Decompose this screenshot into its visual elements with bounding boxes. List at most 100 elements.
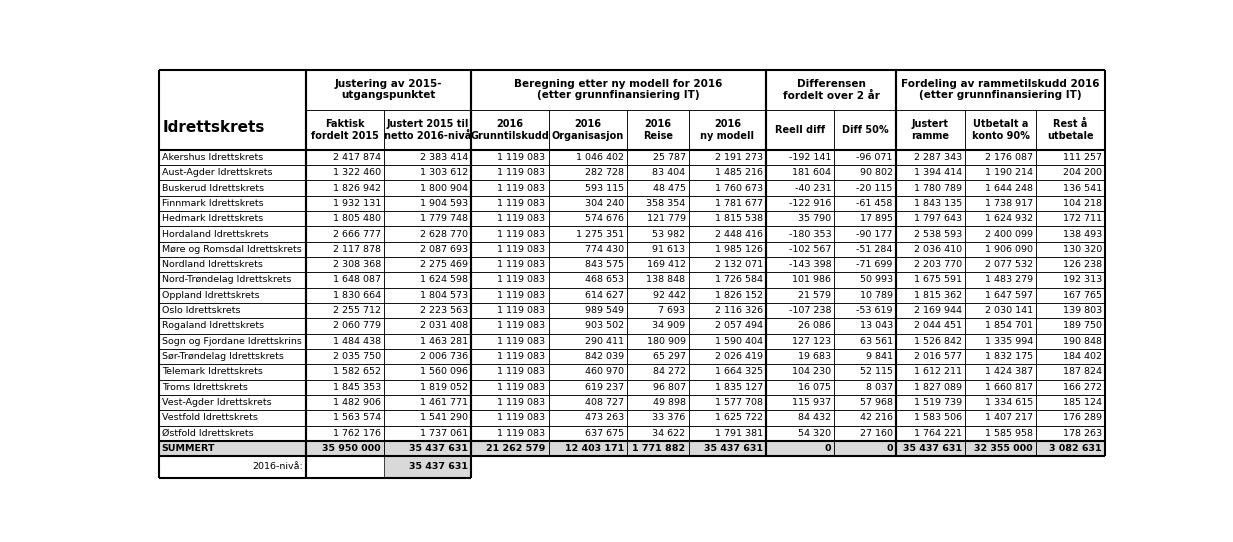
Text: 2 030 141: 2 030 141 (985, 306, 1033, 315)
Text: 115 937: 115 937 (792, 398, 831, 407)
Bar (549, 196, 628, 211)
Text: 1 647 597: 1 647 597 (985, 291, 1033, 300)
Text: 1 644 248: 1 644 248 (985, 184, 1033, 192)
Bar (689, 196, 766, 211)
Bar (628, 441, 689, 456)
Bar (896, 379, 965, 395)
Text: Nord-Trøndelag Idrettskrets: Nord-Trøndelag Idrettskrets (162, 275, 291, 285)
Bar (159, 441, 306, 456)
Text: 468 653: 468 653 (584, 275, 624, 285)
Bar (549, 227, 628, 242)
Bar (159, 180, 306, 196)
Text: 989 549: 989 549 (586, 306, 624, 315)
Text: 1 463 281: 1 463 281 (419, 337, 469, 346)
Bar (628, 318, 689, 334)
Bar (1036, 410, 1105, 425)
Bar (159, 272, 306, 288)
Text: 1 526 842: 1 526 842 (914, 337, 962, 346)
Text: 1 780 789: 1 780 789 (914, 184, 962, 192)
Bar (471, 425, 549, 441)
Bar (1036, 303, 1105, 318)
Text: Beregning etter ny modell for 2016
(etter grunnfinansiering IT): Beregning etter ny modell for 2016 (ette… (514, 79, 723, 100)
Bar (471, 165, 549, 180)
Text: 2 191 273: 2 191 273 (715, 153, 763, 162)
Bar (835, 196, 896, 211)
Bar (689, 288, 766, 303)
Bar (471, 272, 549, 288)
Bar (766, 257, 835, 272)
Text: 1 797 643: 1 797 643 (914, 214, 962, 223)
Bar (1036, 441, 1105, 456)
Bar (1036, 180, 1105, 196)
Bar (383, 456, 471, 478)
Text: 1 664 325: 1 664 325 (715, 367, 763, 377)
Text: 1 119 083: 1 119 083 (497, 321, 545, 331)
Text: Nordland Idrettskrets: Nordland Idrettskrets (162, 260, 263, 269)
Text: 593 115: 593 115 (584, 184, 624, 192)
Bar (1036, 318, 1105, 334)
Bar (896, 180, 965, 196)
Text: 104 218: 104 218 (1063, 199, 1102, 208)
Bar (965, 180, 1036, 196)
Text: 1 832 175: 1 832 175 (985, 352, 1033, 361)
Bar (896, 425, 965, 441)
Text: 1 119 083: 1 119 083 (497, 398, 545, 407)
Bar (965, 364, 1036, 379)
Bar (689, 349, 766, 364)
Text: 1 827 089: 1 827 089 (914, 383, 962, 392)
Text: 1 046 402: 1 046 402 (576, 153, 624, 162)
Bar (689, 364, 766, 379)
Bar (835, 165, 896, 180)
Text: 2 031 408: 2 031 408 (419, 321, 469, 331)
Text: 189 750: 189 750 (1063, 321, 1102, 331)
Bar (306, 425, 383, 441)
Text: 104 230: 104 230 (792, 367, 831, 377)
Text: 1 815 538: 1 815 538 (715, 214, 763, 223)
Bar (965, 288, 1036, 303)
Text: 637 675: 637 675 (584, 429, 624, 438)
Bar (628, 165, 689, 180)
Text: Reell diff: Reell diff (776, 125, 825, 135)
Bar (549, 211, 628, 227)
Text: Vest-Agder Idrettskrets: Vest-Agder Idrettskrets (162, 398, 271, 407)
Text: 21 262 579: 21 262 579 (486, 444, 545, 453)
Text: Rogaland Idrettskrets: Rogaland Idrettskrets (162, 321, 264, 331)
Text: 2 287 343: 2 287 343 (914, 153, 962, 162)
Text: 2 016 577: 2 016 577 (914, 352, 962, 361)
Text: 101 986: 101 986 (793, 275, 831, 285)
Bar (689, 242, 766, 257)
Bar (1036, 395, 1105, 410)
Text: 1 582 652: 1 582 652 (333, 367, 381, 377)
Text: 1 119 083: 1 119 083 (497, 260, 545, 269)
Text: 2016-nivå:: 2016-nivå: (253, 462, 303, 472)
Bar (1036, 165, 1105, 180)
Text: 2016
Grunntilskudd: 2016 Grunntilskudd (471, 119, 549, 140)
Text: 35 950 000: 35 950 000 (322, 444, 381, 453)
Text: 304 240: 304 240 (584, 199, 624, 208)
Bar (628, 196, 689, 211)
Text: 34 909: 34 909 (652, 321, 686, 331)
Bar (383, 109, 471, 150)
Text: 65 297: 65 297 (652, 352, 686, 361)
Text: 2016
ny modell: 2016 ny modell (700, 119, 755, 140)
Text: 1 771 882: 1 771 882 (633, 444, 686, 453)
Text: Faktisk
fordelt 2015: Faktisk fordelt 2015 (311, 119, 379, 140)
Bar (689, 395, 766, 410)
Text: 2 057 494: 2 057 494 (715, 321, 763, 331)
Text: 7 693: 7 693 (658, 306, 686, 315)
Text: 35 437 631: 35 437 631 (903, 444, 962, 453)
Bar (965, 379, 1036, 395)
Text: -53 619: -53 619 (857, 306, 893, 315)
Text: 136 541: 136 541 (1063, 184, 1102, 192)
Bar (471, 242, 549, 257)
Text: 2 169 944: 2 169 944 (914, 306, 962, 315)
Bar (766, 242, 835, 257)
Text: -192 141: -192 141 (789, 153, 831, 162)
Bar (1036, 425, 1105, 441)
Text: 1 648 087: 1 648 087 (333, 275, 381, 285)
Bar (383, 334, 471, 349)
Bar (306, 227, 383, 242)
Text: 127 123: 127 123 (792, 337, 831, 346)
Text: 1 335 994: 1 335 994 (985, 337, 1033, 346)
Text: 48 475: 48 475 (652, 184, 686, 192)
